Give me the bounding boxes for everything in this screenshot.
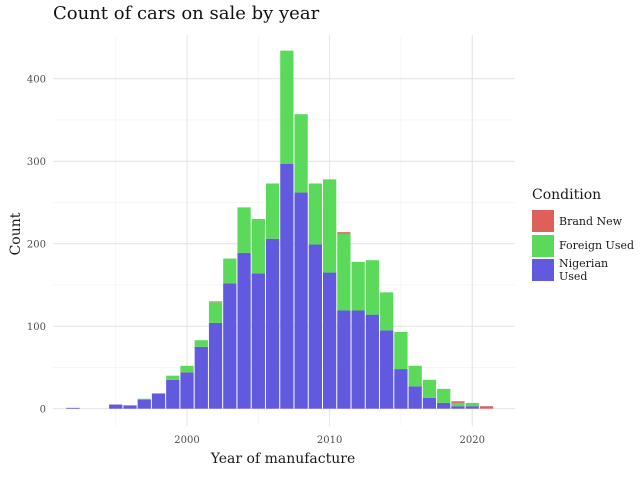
legend-item: Brand New	[532, 209, 640, 234]
bar-foreign-used	[251, 218, 265, 274]
bar-foreign-used	[280, 50, 294, 164]
bar-brand-new	[479, 406, 494, 409]
y-tick-label: 100	[27, 322, 46, 333]
legend-label: Foreign Used	[559, 239, 635, 253]
bar-foreign-used	[408, 365, 422, 387]
bar-foreign-used	[394, 331, 408, 370]
bar-nigerian-used	[394, 369, 408, 409]
bar-nigerian-used	[422, 397, 437, 409]
bar-nigerian-used	[308, 244, 322, 409]
bar-nigerian-used	[294, 192, 308, 409]
bar-foreign-used	[208, 302, 223, 323]
bar-nigerian-used	[180, 372, 194, 409]
bar-nigerian-used	[208, 322, 223, 409]
bar-foreign-used	[465, 402, 479, 407]
bar-foreign-used	[180, 365, 194, 373]
bar-nigerian-used	[166, 379, 180, 409]
bar-foreign-used	[365, 260, 380, 315]
legend-key	[532, 234, 554, 257]
bar-nigerian-used	[408, 386, 422, 409]
bar-foreign-used	[294, 114, 308, 193]
legend: Condition Brand New Foreign Used Nigerian …	[532, 187, 640, 283]
legend-item: Nigerian Used	[532, 257, 640, 284]
legend-key	[532, 210, 554, 233]
bar-nigerian-used	[223, 283, 237, 409]
y-tick-label: 400	[27, 75, 46, 86]
bar-foreign-used	[308, 183, 322, 245]
bar-nigerian-used	[280, 163, 294, 409]
bar-nigerian-used	[323, 272, 337, 409]
bar-foreign-used	[337, 233, 351, 311]
bar-foreign-used	[194, 340, 208, 347]
bar-nigerian-used	[137, 399, 151, 409]
legend-label: Brand New	[559, 214, 623, 228]
bar-nigerian-used	[265, 238, 280, 409]
bar-foreign-used	[237, 207, 251, 253]
bar-nigerian-used	[365, 314, 380, 409]
bar-foreign-used	[380, 292, 394, 331]
bar-nigerian-used	[123, 405, 137, 409]
bar-nigerian-used	[437, 402, 451, 409]
bar-nigerian-used	[109, 404, 123, 409]
x-tick-label: 2010	[317, 435, 342, 446]
bar-foreign-used	[323, 179, 337, 273]
bar-nigerian-used	[351, 310, 365, 409]
bar-nigerian-used	[465, 406, 479, 409]
bar-brand-new	[451, 401, 465, 403]
bar-foreign-used	[265, 183, 280, 239]
x-tick-label: 2020	[459, 435, 484, 446]
legend-key	[532, 259, 554, 282]
bar-nigerian-used	[151, 393, 166, 409]
x-tick-label: 2000	[174, 435, 199, 446]
legend-item: Foreign Used	[532, 234, 640, 259]
bar-brand-new	[337, 232, 351, 234]
bar-brand-new	[208, 301, 223, 303]
y-tick-label: 200	[27, 240, 46, 251]
y-tick-label: 300	[27, 157, 46, 168]
y-axis-label: Count	[8, 212, 24, 256]
bar-foreign-used	[151, 393, 166, 394]
bar-foreign-used	[223, 258, 237, 284]
y-tick-label: 0	[40, 405, 46, 416]
bar-nigerian-used	[237, 252, 251, 409]
legend-title: Condition	[532, 187, 602, 203]
bar-nigerian-used	[380, 330, 394, 409]
chart-title: Count of cars on sale by year	[53, 3, 320, 24]
bar-nigerian-used	[337, 310, 351, 409]
bar-foreign-used	[422, 379, 437, 398]
bar-nigerian-used	[66, 407, 80, 409]
bar-foreign-used	[166, 375, 180, 380]
legend-label: Nigerian Used	[558, 257, 609, 284]
bar-foreign-used	[437, 388, 451, 403]
bar-foreign-used	[351, 261, 365, 311]
bar-foreign-used	[137, 398, 151, 400]
x-axis-label: Year of manufacture	[210, 451, 356, 467]
bar-nigerian-used	[251, 273, 265, 409]
bar-foreign-used	[451, 402, 465, 407]
bar-nigerian-used	[194, 346, 208, 409]
bar-nigerian-used	[451, 406, 465, 409]
